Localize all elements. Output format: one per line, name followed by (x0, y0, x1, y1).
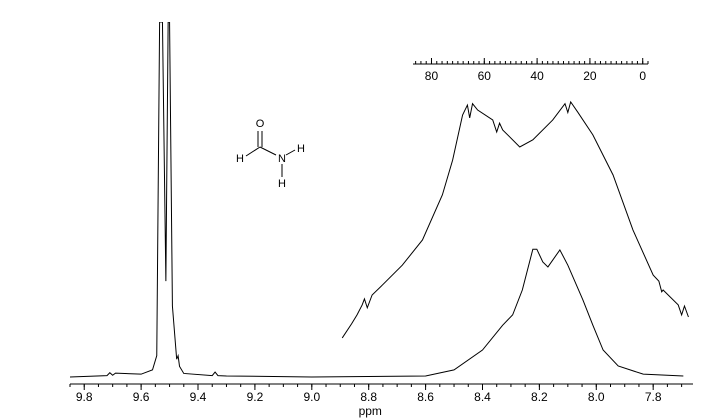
x-tick-label: 9.6 (133, 390, 150, 404)
x-tick-label: 8.2 (531, 390, 548, 404)
inset-tick-label: 0 (639, 69, 646, 83)
bond (285, 149, 296, 156)
atom-label: H (297, 143, 305, 155)
atom-label: N (278, 153, 286, 165)
bond (245, 146, 261, 157)
x-tick-label: 9.2 (247, 390, 264, 404)
inset-tick-label: 80 (425, 69, 439, 83)
molecule (245, 131, 296, 177)
atom-label: O (256, 118, 265, 130)
atom-label: H (278, 178, 286, 190)
x-tick-label: 8.8 (360, 390, 377, 404)
x-tick-label: 9.8 (76, 390, 93, 404)
x-tick-label: 7.8 (645, 390, 662, 404)
inset-tick-label: 60 (478, 69, 492, 83)
atom-label: H (236, 153, 244, 165)
bond (259, 146, 277, 156)
x-tick-label: 9.0 (303, 390, 320, 404)
spectrum-line (341, 100, 689, 339)
inset-tick-label: 40 (530, 69, 544, 83)
x-tick-label: 8.4 (474, 390, 491, 404)
x-axis-label: ppm (359, 404, 382, 418)
x-tick-label: 9.4 (190, 390, 207, 404)
x-tick-label: 8.0 (588, 390, 605, 404)
spectrum-line (69, 22, 684, 378)
inset-tick-label: 20 (583, 69, 597, 83)
x-tick-label: 8.6 (417, 390, 434, 404)
